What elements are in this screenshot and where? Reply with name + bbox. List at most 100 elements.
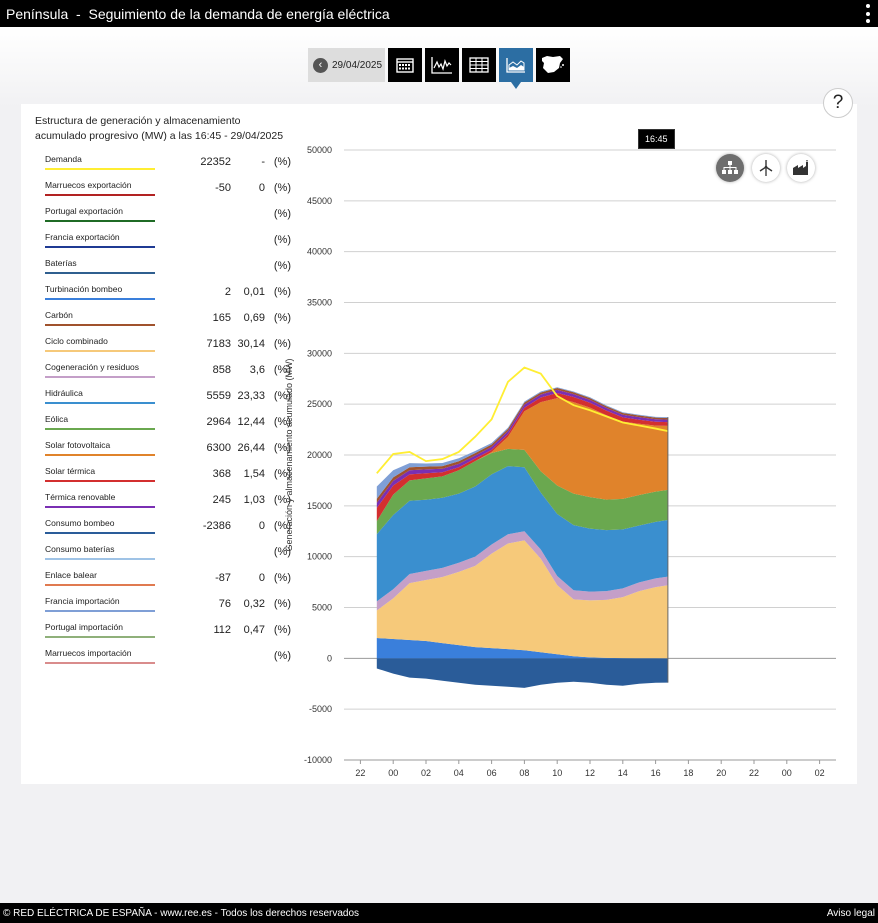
legend-item-value: 165 [212, 312, 231, 324]
legend-item-unit: (%) [273, 312, 291, 324]
legend-item-label: Cogeneración y residuos [45, 362, 140, 372]
legend-color-line [45, 428, 155, 430]
legend-item-label: Carbón [45, 310, 73, 320]
calendar-icon [396, 58, 414, 73]
legend-item-label: Marruecos importación [45, 648, 132, 658]
legend-item-unit: (%) [273, 208, 291, 220]
y-tick-label: 45000 [307, 196, 332, 206]
more-options-icon[interactable] [866, 4, 870, 23]
legend-item-percent: 0 [258, 182, 265, 194]
y-tick-label: 20000 [307, 450, 332, 460]
x-tick-label: 08 [519, 768, 529, 778]
y-tick-label: 35000 [307, 298, 332, 308]
legend-item-unit: (%) [273, 598, 291, 610]
view-nonrenewable-button[interactable] [787, 154, 815, 182]
legend-item[interactable]: Consumo bombeo -2386 0 (%) [45, 516, 295, 542]
legend-item-value: -87 [215, 572, 231, 584]
calendar-button[interactable] [388, 48, 422, 82]
legend-item[interactable]: Hidráulica 5559 23,33 (%) [45, 386, 295, 412]
legend-item-value: 2964 [206, 416, 231, 428]
app-title: Península - Seguimiento de la demanda de… [6, 5, 390, 22]
legend-color-line [45, 610, 155, 612]
legend-item[interactable]: Francia importación 76 0,32 (%) [45, 594, 295, 620]
x-tick-label: 18 [683, 768, 693, 778]
time-tooltip: 16:45 [638, 129, 675, 149]
help-button[interactable]: ? [823, 88, 853, 118]
legend-item[interactable]: Solar térmica 368 1,54 (%) [45, 464, 295, 490]
legend-color-line [45, 194, 155, 196]
app-header: Península - Seguimiento de la demanda de… [0, 0, 878, 27]
legend-color-line [45, 168, 155, 170]
legend-item-percent: 26,44 [237, 442, 265, 454]
legend-item[interactable]: Ciclo combinado 7183 30,14 (%) [45, 334, 295, 360]
legend-item[interactable]: Francia exportación (%) [45, 230, 295, 256]
legend-item-percent: 1,54 [243, 468, 265, 480]
legal-notice-link[interactable]: Aviso legal [826, 907, 875, 919]
legend-item-label: Marruecos exportación [45, 180, 132, 190]
legend-color-line [45, 506, 155, 508]
legend-item[interactable]: Marruecos importación (%) [45, 646, 295, 672]
legend-item[interactable]: Solar fotovoltaica 6300 26,44 (%) [45, 438, 295, 464]
legend-item[interactable]: Marruecos exportación -50 0 (%) [45, 178, 295, 204]
legend-color-line [45, 558, 155, 560]
legend-item-unit: (%) [273, 234, 291, 246]
line-chart-button[interactable] [425, 48, 459, 82]
view-renewable-button[interactable] [752, 154, 780, 182]
area-chart-button[interactable] [499, 48, 533, 89]
legend-item-value: 5559 [206, 390, 231, 402]
legend-item-value: 76 [218, 598, 231, 610]
table-button[interactable] [462, 48, 496, 82]
view-hierarchy-button[interactable] [716, 154, 744, 182]
x-tick-label: 20 [716, 768, 726, 778]
legend-color-line [45, 454, 155, 456]
spain-map-icon [542, 56, 564, 73]
legend-item-label: Baterías [45, 258, 77, 268]
legend-item[interactable]: Consumo baterías (%) [45, 542, 295, 568]
legend-item[interactable]: Demanda 22352 - (%) [45, 152, 295, 178]
legend-item-label: Francia importación [45, 596, 120, 606]
legend-item[interactable]: Eólica 2964 12,44 (%) [45, 412, 295, 438]
area-series [376, 638, 668, 659]
legend-item-unit: (%) [273, 338, 291, 350]
legend-item-percent: 30,14 [237, 338, 265, 350]
date-selector[interactable]: ‹ 29/04/2025 [308, 48, 385, 82]
legend-item-value: 22352 [200, 156, 231, 168]
area-series [376, 658, 668, 688]
legend-item-unit: (%) [273, 624, 291, 636]
map-button[interactable] [536, 48, 570, 82]
legend-item[interactable]: Baterías (%) [45, 256, 295, 282]
x-tick-label: 12 [585, 768, 595, 778]
legend-item[interactable]: Enlace balear -87 0 (%) [45, 568, 295, 594]
legend-color-line [45, 480, 155, 482]
y-tick-label: 25000 [307, 399, 332, 409]
legend-color-line [45, 246, 155, 248]
legend-color-line [45, 324, 155, 326]
area-series [376, 531, 668, 611]
y-tick-label: 5000 [312, 603, 332, 613]
legend-item[interactable]: Portugal importación 112 0,47 (%) [45, 620, 295, 646]
legend-title: Estructura de generación y almacenamient… [35, 114, 295, 143]
legend-item-label: Solar fotovoltaica [45, 440, 111, 450]
legend-item[interactable]: Térmica renovable 245 1,03 (%) [45, 490, 295, 516]
legend-item[interactable]: Carbón 165 0,69 (%) [45, 308, 295, 334]
legend-item-label: Eólica [45, 414, 69, 424]
x-tick-label: 06 [487, 768, 497, 778]
chevron-left-icon[interactable]: ‹ [313, 57, 328, 73]
legend-item[interactable]: Cogeneración y residuos 858 3,6 (%) [45, 360, 295, 386]
legend-item-unit: (%) [273, 546, 291, 558]
legend-item-value: 368 [212, 468, 231, 480]
legend-item-percent: 23,33 [237, 390, 265, 402]
footer-copyright: © RED ELÉCTRICA DE ESPAÑA - www.ree.es -… [3, 907, 360, 919]
area-series [376, 540, 668, 659]
legend-item-unit: (%) [273, 182, 291, 194]
view-toolbar: ‹ 29/04/2025 [308, 48, 570, 89]
legend-item[interactable]: Turbinación bombeo 2 0,01 (%) [45, 282, 295, 308]
legend-item-value: 112 [213, 624, 231, 636]
legend-item-label: Francia exportación [45, 232, 120, 242]
x-tick-label: 02 [815, 768, 825, 778]
legend-item[interactable]: Portugal exportación (%) [45, 204, 295, 230]
legend-item-label: Hidráulica [45, 388, 83, 398]
legend-color-line [45, 376, 155, 378]
generation-area-chart[interactable]: 5000045000400003500030000250002000015000… [21, 104, 857, 784]
factory-icon [793, 160, 808, 175]
